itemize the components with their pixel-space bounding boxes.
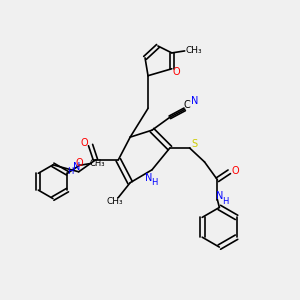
Text: O: O <box>76 158 83 168</box>
Text: H: H <box>151 178 157 187</box>
Text: N: N <box>216 190 223 201</box>
Text: O: O <box>81 138 88 148</box>
Text: N: N <box>191 97 198 106</box>
Text: O: O <box>231 166 239 176</box>
Text: S: S <box>191 139 198 149</box>
Text: H: H <box>222 197 229 206</box>
Text: CH₃: CH₃ <box>106 197 123 206</box>
Text: CH₃: CH₃ <box>185 46 202 56</box>
Text: O: O <box>173 67 181 77</box>
Text: H: H <box>68 167 74 176</box>
Text: N: N <box>73 162 80 172</box>
Text: CH₃: CH₃ <box>89 159 105 168</box>
Text: C: C <box>183 100 190 110</box>
Text: N: N <box>145 173 153 183</box>
